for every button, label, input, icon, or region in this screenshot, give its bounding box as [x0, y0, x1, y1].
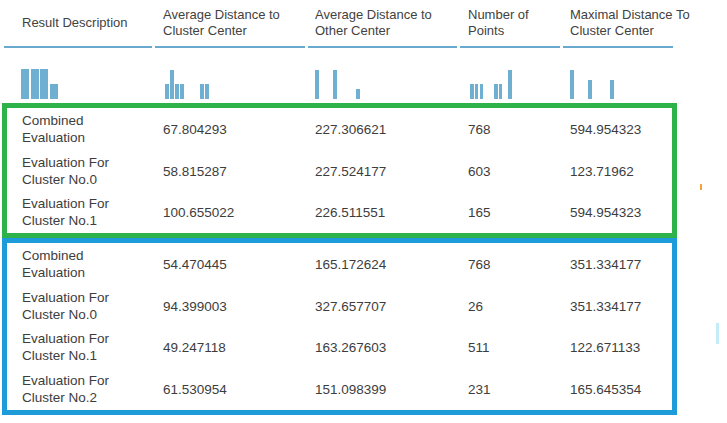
results-table: Result Description Average Distance to C…	[0, 0, 727, 423]
cell-value: 165.172624	[315, 256, 386, 271]
artifact-cyan-mark	[716, 323, 719, 344]
histogram-bar	[494, 84, 498, 99]
column-histograms	[0, 0, 727, 99]
row-label: Combined Evaluation	[22, 112, 152, 146]
row-label: Evaluation For Cluster No.0	[22, 289, 152, 323]
row-label: Combined Evaluation	[22, 247, 152, 281]
histogram-bar	[31, 69, 39, 99]
cell-value: 351.334177	[570, 256, 641, 271]
histogram-bar	[40, 69, 48, 99]
blue-highlighted-group: Combined Evaluation 54.470445 165.172624 76…	[2, 238, 677, 415]
cell-value: 100.655022	[163, 205, 234, 220]
histogram-bar	[470, 84, 474, 99]
cell-value: 58.815287	[163, 163, 227, 178]
cell-value: 61.530954	[163, 382, 227, 397]
cell-value: 122.671133	[570, 340, 640, 355]
histogram-bar	[588, 80, 592, 99]
cell-value: 226.511551	[315, 205, 385, 220]
cell-value: 351.334177	[570, 298, 641, 313]
cell-value: 123.71962	[570, 163, 634, 178]
cell-value: 94.399003	[163, 298, 227, 313]
histogram-bar	[356, 89, 360, 99]
table-row[interactable]: Combined Evaluation 54.470445 165.172624 76…	[7, 243, 672, 285]
histogram-bar	[480, 84, 484, 99]
cell-value: 227.306621	[315, 121, 386, 136]
artifact-orange-speck	[700, 184, 702, 190]
row-label: Evaluation For Cluster No.2	[22, 372, 152, 406]
row-label: Evaluation For Cluster No.1	[22, 195, 152, 229]
histogram-bar	[570, 70, 574, 99]
histogram-bar	[475, 84, 479, 99]
table-row[interactable]: Evaluation For Cluster No.1 100.655022 226…	[7, 191, 672, 233]
histogram-bar	[200, 84, 204, 99]
histogram-bar	[499, 84, 503, 99]
cell-value: 163.267603	[315, 340, 386, 355]
table-row[interactable]: Evaluation For Cluster No.0 58.815287 227.…	[7, 150, 672, 192]
cell-value: 165.645354	[570, 382, 641, 397]
cell-value: 54.470445	[163, 256, 227, 271]
histogram-bar	[175, 84, 179, 99]
cell-value: 594.954323	[570, 121, 641, 136]
row-label: Evaluation For Cluster No.0	[22, 154, 152, 188]
table-row[interactable]: Evaluation For Cluster No.0 94.399003 327.…	[7, 285, 672, 327]
table-row[interactable]: Combined Evaluation 67.804293 227.306621 76…	[7, 108, 672, 150]
cell-value: 227.524177	[315, 163, 386, 178]
cell-value: 327.657707	[315, 298, 386, 313]
histogram-bar	[508, 70, 512, 99]
cell-value: 231	[468, 382, 491, 397]
histogram-bar	[610, 80, 614, 99]
cell-value: 26	[468, 298, 483, 313]
histogram-bar	[170, 70, 174, 99]
cell-value: 511	[468, 340, 490, 355]
histogram-bar	[180, 84, 184, 99]
cell-value: 768	[468, 121, 491, 136]
cell-value: 151.098399	[315, 382, 386, 397]
cell-value: 165	[468, 205, 491, 220]
cell-value: 49.247118	[163, 340, 226, 355]
table-row[interactable]: Evaluation For Cluster No.1 49.247118 163.…	[7, 327, 672, 369]
histogram-bar	[333, 70, 337, 99]
histogram-bar	[315, 70, 319, 99]
histogram-bar	[165, 84, 169, 99]
cell-value: 603	[468, 163, 491, 178]
table-row[interactable]: Evaluation For Cluster No.2 61.530954 151.…	[7, 368, 672, 410]
cell-value: 768	[468, 256, 491, 271]
histogram-bar	[205, 84, 209, 99]
cell-value: 67.804293	[163, 121, 227, 136]
histogram-bar	[50, 84, 58, 99]
histogram-bar	[21, 69, 29, 99]
green-highlighted-group: Combined Evaluation 67.804293 227.306621 76…	[2, 103, 677, 238]
cell-value: 594.954323	[570, 205, 641, 220]
row-label: Evaluation For Cluster No.1	[22, 330, 152, 364]
